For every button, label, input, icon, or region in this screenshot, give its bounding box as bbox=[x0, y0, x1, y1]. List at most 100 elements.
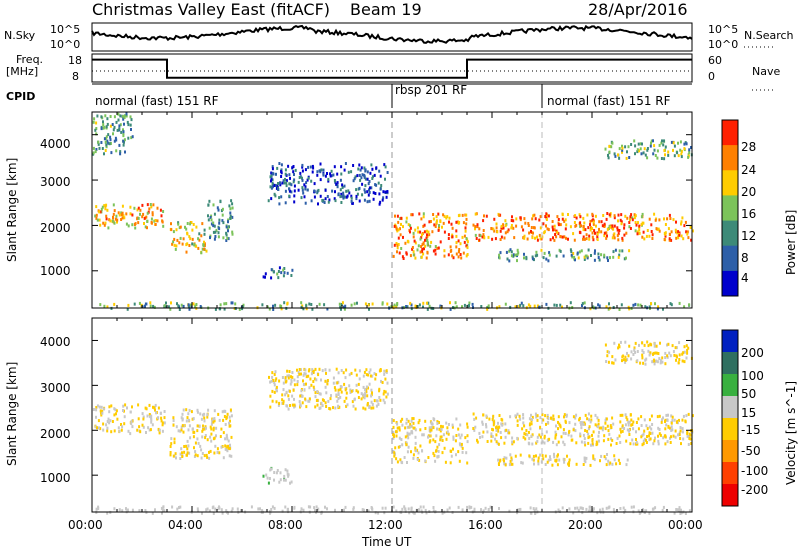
power-y-tick-4000: 4000 bbox=[40, 137, 71, 151]
power-cell-10 bbox=[323, 303, 326, 307]
velocity-cell-7 bbox=[656, 360, 659, 364]
power-cell-7 bbox=[621, 249, 624, 253]
velocity-cell-5 bbox=[610, 426, 613, 429]
power-cell-0 bbox=[136, 208, 139, 212]
cpid-segment-2: rbsp 201 RF bbox=[395, 83, 468, 97]
power-cell-7 bbox=[571, 255, 574, 259]
power-cell-3 bbox=[385, 195, 388, 199]
power-cell-7 bbox=[517, 251, 520, 255]
velocity-cell-6 bbox=[558, 458, 561, 462]
velocity-cell-5 bbox=[536, 435, 539, 439]
velocity-cb-tick-minus50: -50 bbox=[741, 444, 761, 458]
power-cell-6 bbox=[680, 234, 683, 238]
power-cell-10 bbox=[410, 307, 413, 311]
velocity-cell-2 bbox=[279, 478, 282, 482]
power-cell-5 bbox=[402, 225, 404, 229]
velocity-cell-5 bbox=[596, 425, 599, 429]
velocity-cell-6 bbox=[589, 463, 592, 467]
velocity-cell-1 bbox=[219, 435, 222, 438]
power-cell-8 bbox=[115, 149, 118, 153]
power-cell-5 bbox=[458, 248, 461, 251]
power-cell-6 bbox=[629, 215, 632, 219]
power-cell-10 bbox=[454, 301, 457, 305]
velocity-cell-3 bbox=[307, 374, 310, 378]
power-cell-6 bbox=[691, 229, 694, 233]
velocity-cell-3 bbox=[318, 367, 321, 371]
velocity-cell-7 bbox=[678, 358, 681, 361]
velocity-cell-4 bbox=[397, 445, 400, 449]
velocity-cell-8 bbox=[561, 506, 564, 510]
velocity-cell-6 bbox=[585, 456, 588, 460]
power-cell-5 bbox=[394, 214, 396, 218]
velocity-cell-8 bbox=[529, 511, 532, 515]
freq-label-line2: [MHz] bbox=[6, 65, 39, 78]
velocity-cell-0 bbox=[161, 423, 164, 427]
power-cell-4 bbox=[277, 270, 280, 273]
power-cell-9 bbox=[652, 152, 655, 156]
velocity-cell-7 bbox=[652, 359, 655, 363]
power-cell-9 bbox=[672, 148, 674, 152]
velocity-cell-8 bbox=[377, 511, 380, 515]
power-cell-5 bbox=[435, 219, 438, 223]
power-cell-9 bbox=[621, 146, 624, 150]
velocity-cell-3 bbox=[383, 372, 386, 376]
velocity-cell-4 bbox=[442, 433, 445, 437]
velocity-cell-0 bbox=[100, 405, 103, 409]
velocity-cell-1 bbox=[199, 444, 202, 448]
velocity-cell-3 bbox=[378, 387, 381, 391]
velocity-cell-8 bbox=[654, 506, 657, 510]
power-cell-3 bbox=[382, 190, 385, 194]
velocity-cell-3 bbox=[292, 388, 295, 392]
velocity-cell-8 bbox=[407, 507, 410, 511]
velocity-cell-5 bbox=[543, 436, 546, 440]
velocity-cb-tick-minus100: -100 bbox=[741, 464, 769, 478]
power-cell-1 bbox=[200, 234, 203, 238]
power-cell-9 bbox=[637, 142, 640, 146]
power-cell-7 bbox=[598, 258, 601, 262]
velocity-cell-1 bbox=[223, 415, 226, 418]
velocity-cell-7 bbox=[675, 346, 678, 350]
power-cell-9 bbox=[661, 139, 663, 143]
power-cell-10 bbox=[241, 307, 244, 311]
power-cell-8 bbox=[100, 127, 103, 131]
power-cell-4 bbox=[276, 272, 279, 276]
velocity-cell-3 bbox=[297, 370, 300, 374]
velocity-cell-3 bbox=[354, 368, 357, 372]
velocity-cell-5 bbox=[635, 438, 637, 441]
velocity-cell-8 bbox=[269, 511, 271, 515]
power-cell-3 bbox=[319, 162, 322, 166]
velocity-cell-1 bbox=[204, 425, 207, 429]
power-cell-0 bbox=[113, 221, 116, 225]
velocity-cell-5 bbox=[623, 427, 626, 430]
power-cell-8 bbox=[122, 134, 125, 138]
power-cell-6 bbox=[605, 236, 608, 240]
power-cell-3 bbox=[273, 184, 276, 187]
power-cell-10 bbox=[219, 303, 222, 307]
power-cell-0 bbox=[148, 207, 151, 211]
velocity-cell-5 bbox=[531, 442, 534, 446]
velocity-cell-2 bbox=[284, 478, 287, 482]
power-cell-3 bbox=[319, 178, 322, 182]
velocity-cell-1 bbox=[216, 450, 219, 454]
velocity-cell-8 bbox=[630, 505, 633, 509]
velocity-cell-5 bbox=[657, 442, 660, 446]
velocity-cell-3 bbox=[365, 368, 368, 372]
velocity-cell-0 bbox=[113, 429, 116, 433]
velocity-cell-5 bbox=[621, 413, 624, 417]
power-cell-0 bbox=[146, 211, 149, 215]
velocity-cell-5 bbox=[618, 434, 621, 438]
power-cell-7 bbox=[508, 249, 511, 253]
power-cell-6 bbox=[643, 237, 646, 241]
power-cell-3 bbox=[317, 188, 320, 192]
velocity-cell-5 bbox=[524, 432, 527, 436]
velocity-cell-7 bbox=[673, 353, 676, 357]
power-cell-3 bbox=[370, 163, 373, 167]
power-cell-6 bbox=[502, 226, 505, 230]
velocity-cell-8 bbox=[533, 508, 536, 512]
velocity-cell-1 bbox=[170, 442, 173, 446]
velocity-cell-5 bbox=[632, 420, 635, 424]
velocity-cell-1 bbox=[194, 450, 197, 454]
power-cell-10 bbox=[654, 302, 656, 306]
velocity-cell-3 bbox=[314, 367, 317, 371]
velocity-cell-7 bbox=[641, 353, 644, 357]
